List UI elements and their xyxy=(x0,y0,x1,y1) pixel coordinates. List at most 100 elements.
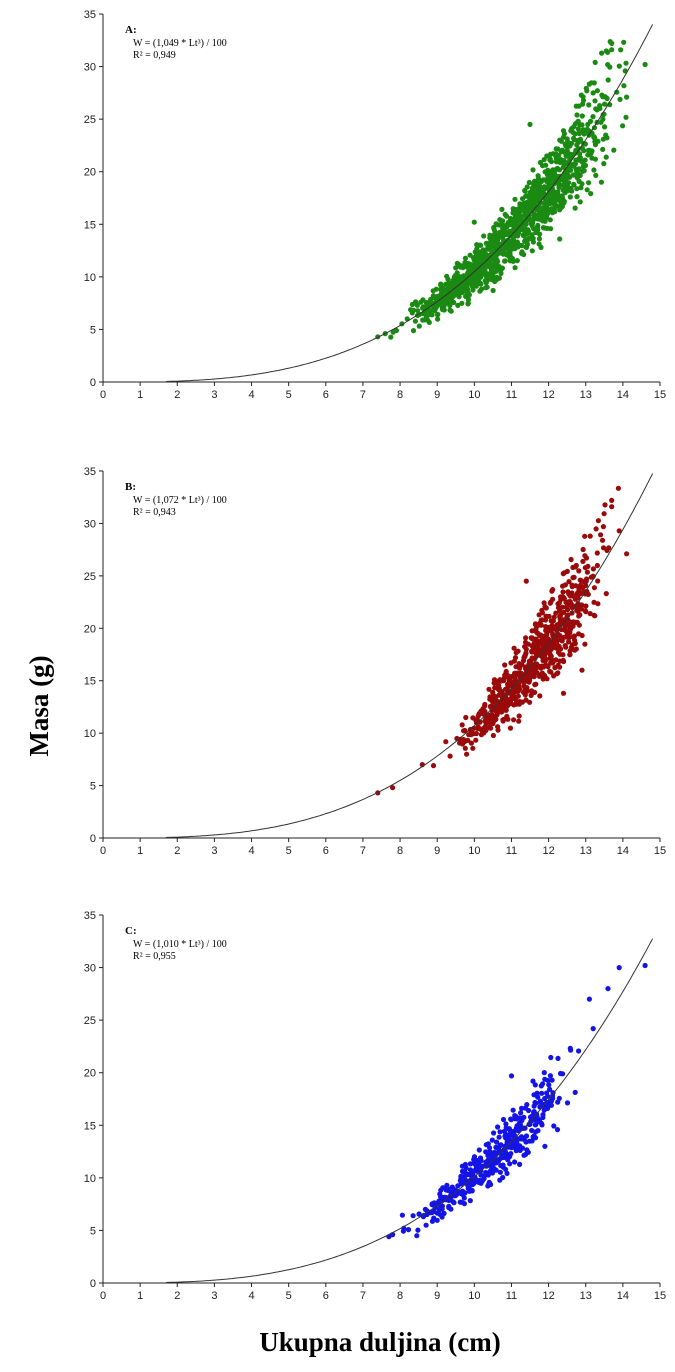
data-point xyxy=(523,578,529,584)
x-tick-label: 12 xyxy=(542,389,554,401)
data-point xyxy=(570,619,577,625)
data-point xyxy=(500,218,506,224)
x-tick-label: 15 xyxy=(654,845,666,857)
y-tick-label: 5 xyxy=(90,324,96,336)
data-point xyxy=(482,708,488,715)
data-point xyxy=(571,574,577,580)
data-point xyxy=(438,283,444,289)
data-point xyxy=(528,662,534,668)
data-point xyxy=(490,237,496,243)
y-tick-label: 20 xyxy=(84,1068,96,1080)
data-point xyxy=(526,1121,532,1127)
data-point xyxy=(507,725,514,731)
data-point xyxy=(535,623,541,629)
data-point xyxy=(513,650,519,656)
data-point xyxy=(554,624,560,630)
data-point xyxy=(536,612,542,618)
data-point xyxy=(553,146,559,152)
data-point xyxy=(566,639,572,645)
data-point xyxy=(592,98,598,104)
data-point xyxy=(502,1133,508,1139)
data-point xyxy=(547,1086,553,1092)
data-point xyxy=(586,81,592,87)
data-point xyxy=(594,562,601,569)
r-squared: R² = 0,943 xyxy=(133,507,176,518)
data-point xyxy=(605,62,611,68)
data-point xyxy=(523,1139,529,1145)
data-point xyxy=(434,312,441,318)
data-point xyxy=(465,290,471,296)
data-point xyxy=(623,114,629,120)
y-tick-label: 30 xyxy=(84,62,96,74)
data-point xyxy=(509,689,515,695)
data-point xyxy=(413,299,419,305)
data-point xyxy=(602,101,608,107)
data-point xyxy=(506,1136,512,1143)
data-point xyxy=(414,1233,420,1239)
data-point xyxy=(475,270,482,276)
data-point xyxy=(493,268,499,274)
data-point xyxy=(531,226,537,232)
data-point xyxy=(524,241,531,247)
data-point xyxy=(498,709,504,715)
data-point xyxy=(592,59,598,65)
data-point xyxy=(497,1169,503,1175)
data-point xyxy=(574,169,581,176)
data-point xyxy=(567,648,573,654)
data-point xyxy=(468,740,474,746)
data-point xyxy=(561,176,567,182)
data-point xyxy=(530,217,537,223)
data-point xyxy=(459,1168,466,1174)
scatter-points xyxy=(386,962,648,1240)
data-point xyxy=(439,1214,445,1220)
data-point xyxy=(556,184,562,190)
data-point xyxy=(580,168,586,174)
data-point xyxy=(390,329,396,335)
data-point xyxy=(541,664,547,670)
y-tick-label: 35 xyxy=(84,466,96,478)
data-point xyxy=(559,147,565,153)
data-point xyxy=(603,154,609,160)
data-point xyxy=(590,1026,596,1032)
data-point xyxy=(498,267,504,273)
data-point xyxy=(500,718,506,724)
x-tick-label: 0 xyxy=(100,389,106,401)
data-point xyxy=(524,184,530,190)
y-axis-title: Masa (g) xyxy=(24,655,54,756)
x-tick-label: 5 xyxy=(286,1290,292,1302)
data-point xyxy=(536,236,543,242)
data-point xyxy=(544,197,550,203)
data-point xyxy=(600,146,606,152)
data-point xyxy=(510,695,517,701)
data-point xyxy=(535,224,541,230)
data-point xyxy=(544,202,550,208)
data-point xyxy=(486,712,492,718)
data-point xyxy=(558,204,564,211)
y-tick-label: 15 xyxy=(84,676,96,688)
data-point xyxy=(512,265,518,271)
data-point xyxy=(497,1129,503,1135)
data-point xyxy=(546,613,552,619)
data-point xyxy=(577,612,583,618)
data-point xyxy=(473,730,479,737)
data-point xyxy=(474,1165,480,1171)
data-point xyxy=(593,526,599,532)
data-point xyxy=(503,668,509,675)
data-point xyxy=(599,50,605,56)
data-point xyxy=(568,1047,574,1053)
data-point xyxy=(609,497,615,503)
data-point xyxy=(572,1089,578,1095)
data-point xyxy=(514,258,520,264)
data-point xyxy=(567,194,573,200)
data-point xyxy=(578,606,585,612)
data-point xyxy=(532,1099,538,1106)
data-point xyxy=(522,639,529,645)
data-point xyxy=(550,1090,556,1096)
data-point xyxy=(433,286,439,292)
y-tick-label: 0 xyxy=(90,377,96,389)
data-point xyxy=(478,708,484,714)
data-point xyxy=(494,712,500,718)
data-point xyxy=(551,1123,557,1129)
data-point xyxy=(529,248,535,254)
data-point xyxy=(547,217,553,223)
